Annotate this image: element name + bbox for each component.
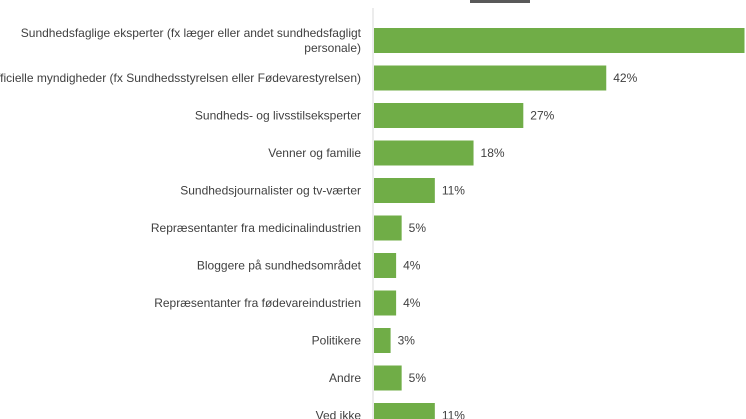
category-label-5: Repræsentanter fra medicinalindustrien (151, 221, 361, 235)
category-label-8: Politikere (312, 334, 362, 348)
category-label-line: Ved ikke (316, 409, 362, 419)
data-label-8: 3% (398, 334, 416, 348)
category-label-line: Bloggere på sundhedsområdet (197, 259, 362, 273)
bar-4 (374, 178, 435, 203)
bar-5 (374, 215, 402, 241)
bar-10 (374, 403, 435, 419)
bar-7 (374, 290, 397, 316)
category-label-10: Ved ikke (316, 409, 362, 419)
data-label-4: 11% (442, 184, 465, 198)
category-label-line: Repræsentanter fra medicinalindustrien (151, 221, 361, 235)
category-label-line: Politikere (312, 334, 362, 348)
data-label-3: 18% (481, 146, 505, 160)
category-label-line: personale) (304, 41, 361, 55)
bar-8 (374, 328, 391, 353)
category-label-4: Sundhedsjournalister og tv-værter (180, 184, 361, 198)
category-label-9: Andre (329, 371, 361, 385)
category-label-1: Officielle myndigheder (fx Sundhedsstyre… (0, 71, 361, 85)
category-label-line: Repræsentanter fra fødevareindustrien (154, 296, 361, 310)
bar-6 (374, 253, 397, 278)
bar-1 (374, 65, 607, 91)
category-label-7: Repræsentanter fra fødevareindustrien (154, 296, 361, 310)
bar-9 (374, 365, 402, 391)
bar-2 (374, 103, 524, 128)
category-label-line: Sundhedsjournalister og tv-værter (180, 184, 361, 198)
bar-3 (374, 140, 474, 166)
category-label-line: Andre (329, 371, 361, 385)
category-label-2: Sundheds- og livsstilseksperter (195, 109, 361, 123)
category-label-line: Sundheds- og livsstilseksperter (195, 109, 361, 123)
category-label-line: Officielle myndigheder (fx Sundhedsstyre… (0, 71, 361, 85)
category-label-3: Venner og familie (268, 146, 361, 160)
data-label-7: 4% (403, 296, 421, 310)
data-label-9: 5% (409, 371, 427, 385)
bar-0 (374, 28, 745, 53)
data-label-2: 27% (530, 109, 554, 123)
category-label-6: Bloggere på sundhedsområdet (197, 259, 362, 273)
cropped-title-fragment (470, 0, 530, 3)
category-label-line: Sundhedsfaglige eksperter (fx læger elle… (21, 26, 362, 40)
data-label-5: 5% (409, 221, 427, 235)
data-label-6: 4% (403, 259, 421, 273)
data-label-1: 42% (613, 71, 637, 85)
data-label-10: 11% (442, 409, 465, 419)
category-label-0: Sundhedsfaglige eksperter (fx læger elle… (21, 26, 362, 55)
category-label-line: Venner og familie (268, 146, 361, 160)
